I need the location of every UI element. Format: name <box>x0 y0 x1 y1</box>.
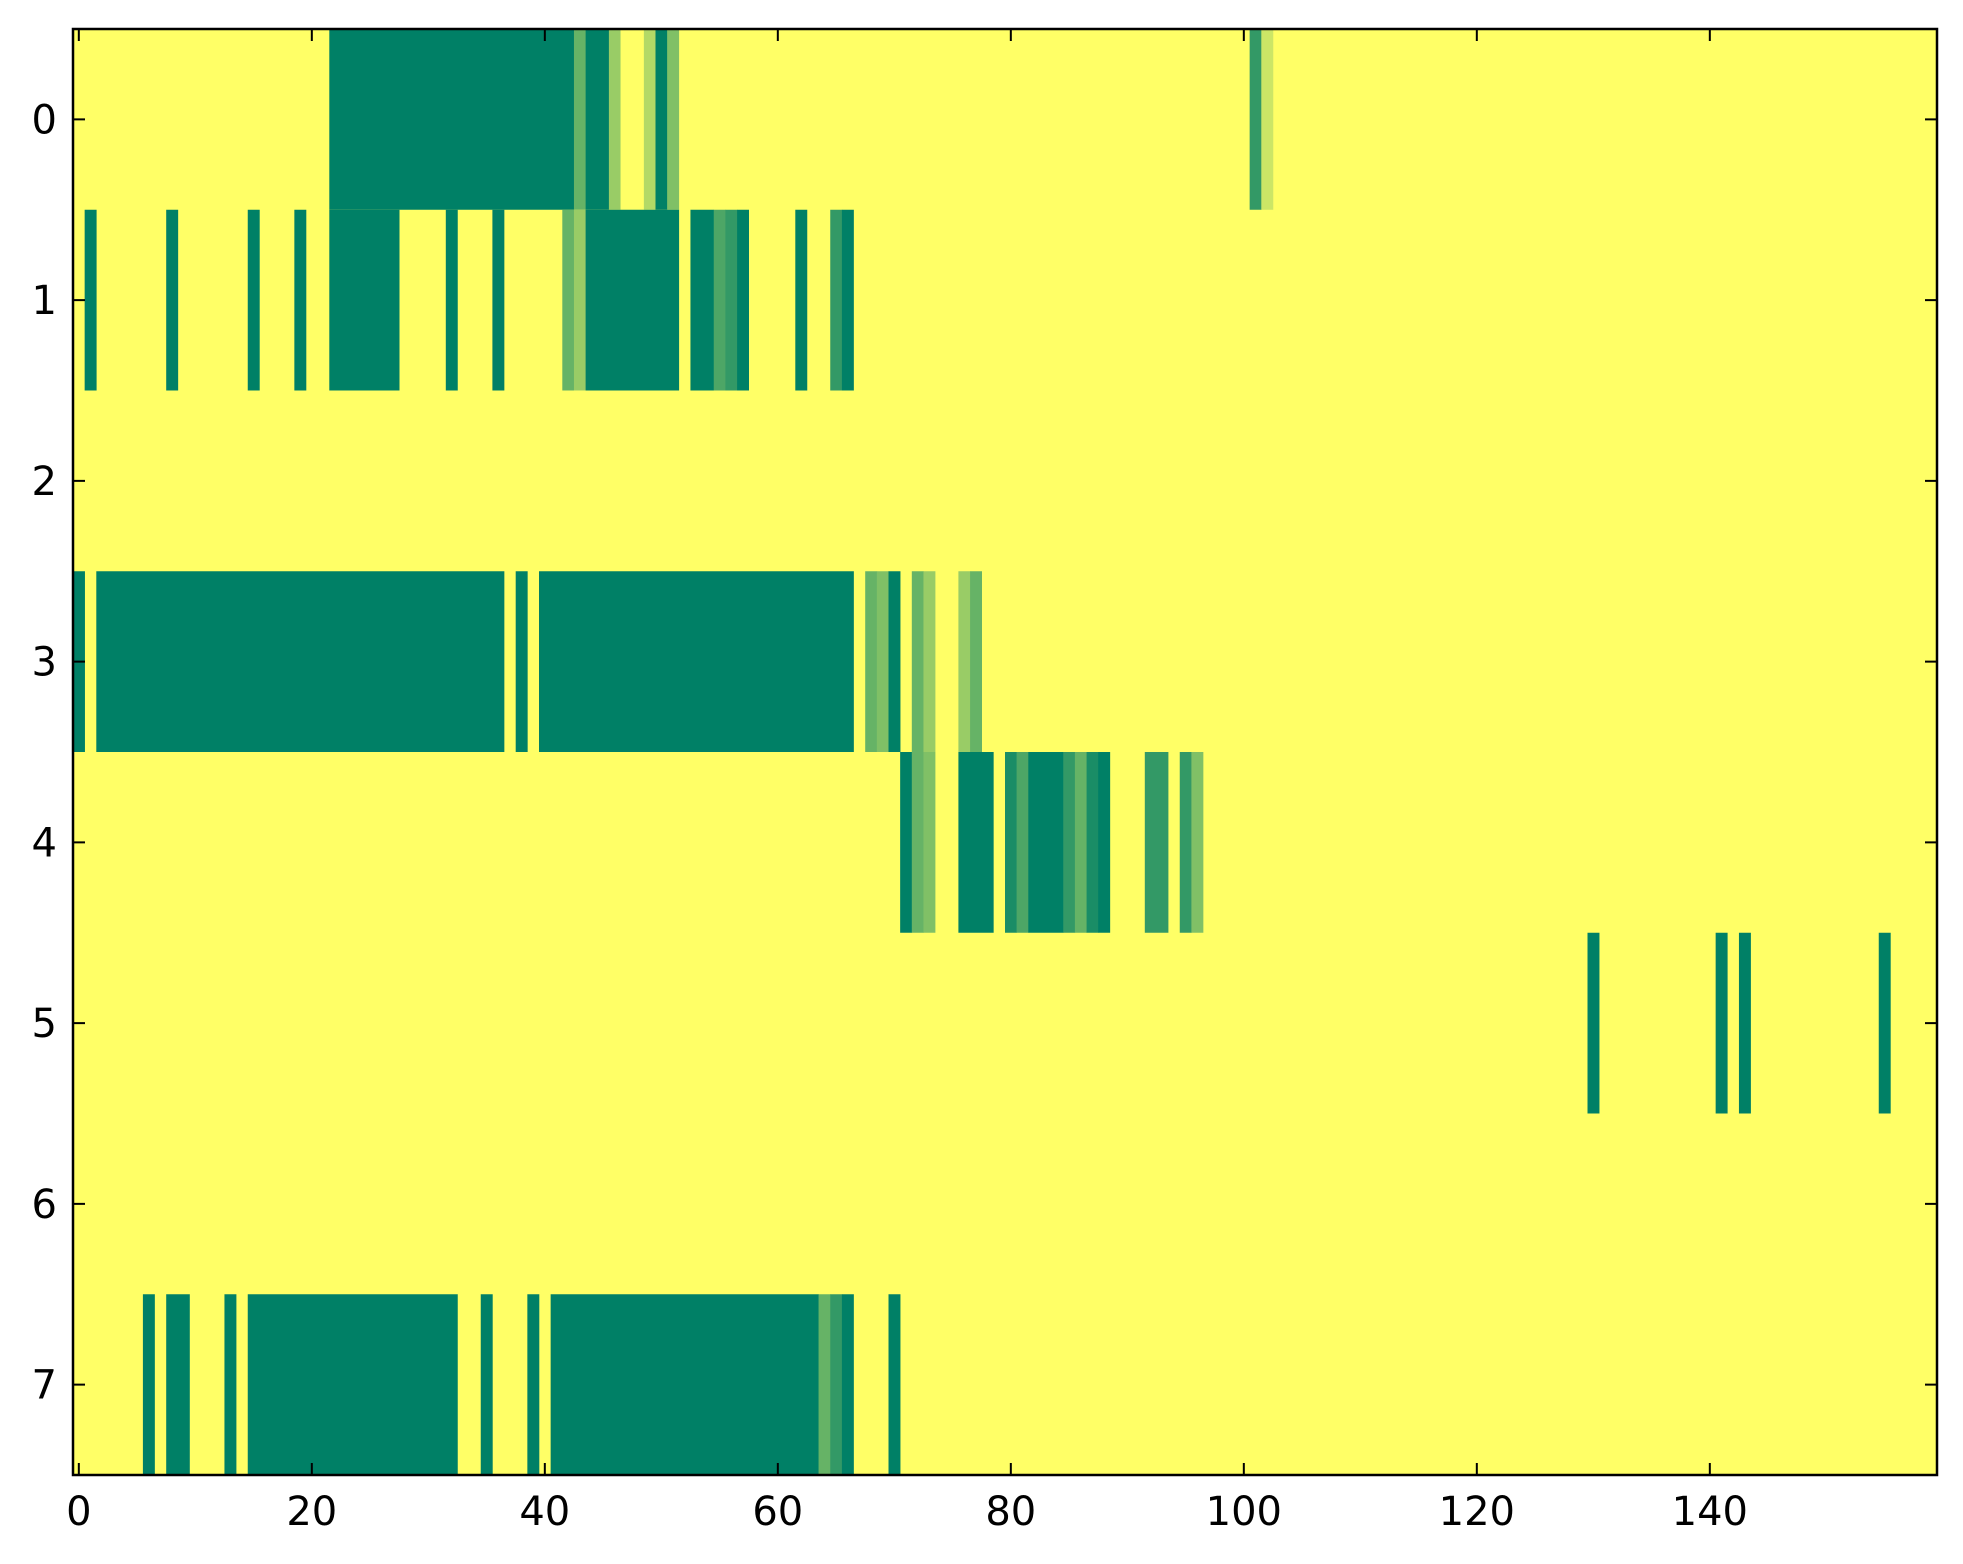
heatmap-cell <box>690 209 715 391</box>
heatmap-cell <box>1179 752 1192 933</box>
heatmap-cell <box>585 29 610 210</box>
x-tick-label: 0 <box>66 1489 91 1535</box>
y-tick-label: 3 <box>32 640 57 686</box>
x-tick-label: 120 <box>1439 1489 1515 1535</box>
heatmap-cell <box>643 29 656 210</box>
heatmap-cell <box>830 1294 843 1475</box>
heatmap-cell <box>620 29 645 210</box>
heatmap-cell <box>224 1294 237 1475</box>
heatmap-cell <box>841 1294 854 1475</box>
heatmap-cells <box>73 29 1891 1475</box>
heatmap-cell <box>84 209 97 391</box>
heatmap-cell <box>166 1294 190 1475</box>
y-tick-label: 1 <box>32 278 57 324</box>
heatmap-cell <box>247 1294 458 1475</box>
heatmap-cell <box>911 571 924 752</box>
x-tick-label: 20 <box>286 1489 337 1535</box>
heatmap-cell <box>142 1294 155 1475</box>
x-tick-label: 60 <box>752 1489 803 1535</box>
heatmap-cell <box>247 209 260 391</box>
heatmap-cell <box>1086 752 1099 933</box>
heatmap-cell <box>1144 752 1169 933</box>
heatmap-cell <box>1738 932 1751 1114</box>
heatmap-cell <box>492 209 505 391</box>
heatmap-cell <box>970 571 982 752</box>
y-tick-label: 5 <box>32 1001 57 1047</box>
x-tick-label: 40 <box>519 1489 570 1535</box>
heatmap-cell <box>655 29 668 210</box>
heatmap-cell <box>1587 932 1600 1114</box>
y-axis: 0 1 2 3 4 5 6 7 <box>32 97 1937 1409</box>
heatmap-cell <box>1005 752 1017 933</box>
heatmap-cell <box>713 209 726 391</box>
heatmap-cell <box>527 1294 540 1475</box>
heatmap-cell <box>841 209 854 391</box>
x-tick-label: 100 <box>1206 1489 1282 1535</box>
heatmap-cell <box>667 29 680 210</box>
heatmap-cell <box>480 1294 493 1475</box>
y-tick-label: 2 <box>32 459 57 505</box>
heatmap-cell <box>830 209 843 391</box>
heatmap-cell <box>515 571 528 752</box>
heatmap-cell <box>1261 29 1274 210</box>
heatmap-cell <box>1249 29 1262 210</box>
heatmap-cell <box>1191 752 1204 933</box>
heatmap-cell <box>911 752 924 933</box>
heatmap-cell <box>550 1294 819 1475</box>
heatmap-cell <box>96 571 505 752</box>
heatmap-cell <box>888 571 901 752</box>
y-tick-label: 0 <box>32 97 57 143</box>
heatmap-cell <box>1878 932 1891 1114</box>
heatmap-cell <box>573 29 586 210</box>
heatmap-cell <box>1028 752 1064 933</box>
heatmap-cell <box>818 1294 831 1475</box>
heatmap-cell <box>958 571 971 752</box>
x-tick-label: 140 <box>1672 1489 1748 1535</box>
heatmap-cell <box>1098 752 1111 933</box>
heatmap-cell <box>1016 752 1029 933</box>
heatmap-cell <box>923 752 936 933</box>
heatmap-cell <box>608 29 621 210</box>
heatmap-cell <box>923 571 936 752</box>
heatmap-cell <box>725 209 738 391</box>
heatmap-cell <box>445 209 458 391</box>
heatmap-cell <box>1715 932 1728 1114</box>
heatmap-cell <box>888 1294 901 1475</box>
y-tick-label: 7 <box>32 1363 57 1409</box>
heatmap-cell <box>573 209 586 391</box>
heatmap-cell <box>865 571 878 752</box>
heatmap-cell <box>1063 752 1076 933</box>
heatmap-cell <box>329 29 575 210</box>
heatmap-cell <box>1074 752 1087 933</box>
x-axis: 0 20 40 60 80 100 120 140 <box>66 29 1748 1535</box>
axes-frame <box>71 27 1939 1477</box>
y-tick-label: 4 <box>32 820 57 866</box>
heatmap-cell <box>562 209 575 391</box>
heatmap-cell <box>876 571 889 752</box>
x-tick-label: 80 <box>985 1489 1036 1535</box>
heatmap-cell <box>294 209 307 391</box>
heatmap-cell <box>585 209 680 391</box>
heatmap-cell <box>795 209 808 391</box>
heatmap-cell <box>329 209 400 391</box>
heatmap-cell <box>737 209 749 391</box>
heatmap-cell <box>958 752 994 933</box>
heatmap-cell <box>539 571 854 752</box>
heatmap-cell <box>900 752 913 933</box>
y-tick-label: 6 <box>32 1182 57 1228</box>
heatmap-cell <box>166 209 179 391</box>
